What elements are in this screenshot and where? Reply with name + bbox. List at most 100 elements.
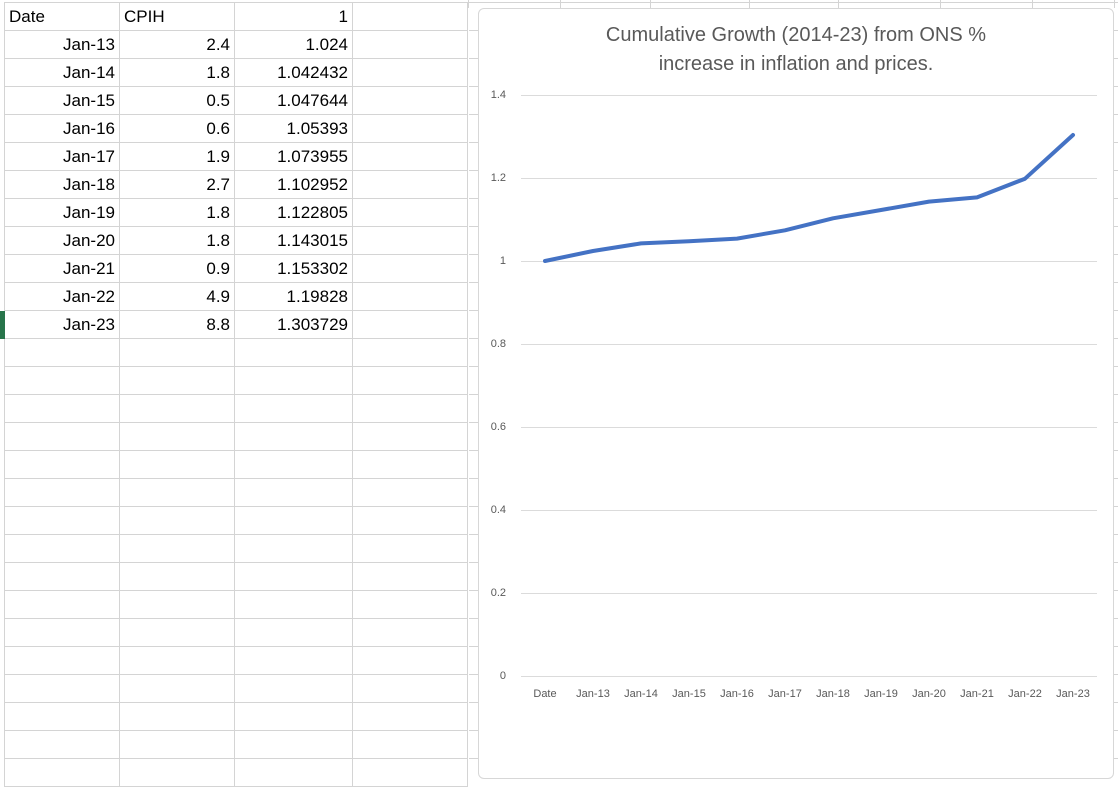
cell[interactable]: Jan-22 bbox=[5, 283, 120, 311]
cell[interactable] bbox=[353, 227, 468, 255]
cell[interactable]: 1.8 bbox=[120, 199, 235, 227]
line-series[interactable] bbox=[479, 9, 1113, 778]
cell[interactable] bbox=[353, 731, 468, 759]
cell[interactable]: CPIH bbox=[120, 3, 235, 31]
cell[interactable] bbox=[5, 675, 120, 703]
cell[interactable]: 1.122805 bbox=[235, 199, 353, 227]
cell[interactable] bbox=[353, 507, 468, 535]
cell[interactable]: 2.4 bbox=[120, 31, 235, 59]
cell[interactable]: 1.9 bbox=[120, 143, 235, 171]
cell[interactable]: Jan-21 bbox=[5, 255, 120, 283]
cell[interactable] bbox=[235, 591, 353, 619]
cell[interactable] bbox=[235, 451, 353, 479]
cell[interactable] bbox=[353, 115, 468, 143]
cell[interactable] bbox=[120, 731, 235, 759]
cell[interactable] bbox=[120, 451, 235, 479]
cell[interactable]: 0.5 bbox=[120, 87, 235, 115]
cell[interactable] bbox=[235, 367, 353, 395]
cell[interactable] bbox=[353, 423, 468, 451]
cell[interactable] bbox=[5, 507, 120, 535]
cell[interactable] bbox=[120, 759, 235, 787]
cell[interactable]: Jan-19 bbox=[5, 199, 120, 227]
cell[interactable] bbox=[353, 367, 468, 395]
cell[interactable] bbox=[353, 451, 468, 479]
cell[interactable]: Jan-23 bbox=[5, 311, 120, 339]
cell[interactable] bbox=[353, 311, 468, 339]
cell[interactable] bbox=[5, 479, 120, 507]
cell[interactable] bbox=[5, 367, 120, 395]
cell[interactable] bbox=[353, 87, 468, 115]
cell[interactable] bbox=[5, 535, 120, 563]
cell[interactable] bbox=[353, 143, 468, 171]
cell[interactable]: Jan-18 bbox=[5, 171, 120, 199]
cell[interactable] bbox=[353, 3, 468, 31]
cell[interactable] bbox=[353, 591, 468, 619]
cell[interactable]: Jan-13 bbox=[5, 31, 120, 59]
cell[interactable] bbox=[235, 339, 353, 367]
cell[interactable]: 1.073955 bbox=[235, 143, 353, 171]
cell[interactable] bbox=[120, 507, 235, 535]
cell[interactable]: 1.8 bbox=[120, 227, 235, 255]
cell[interactable]: Jan-15 bbox=[5, 87, 120, 115]
cell[interactable] bbox=[353, 283, 468, 311]
cell[interactable]: 1.047644 bbox=[235, 87, 353, 115]
cell[interactable] bbox=[5, 731, 120, 759]
cell[interactable] bbox=[353, 675, 468, 703]
cell[interactable] bbox=[353, 31, 468, 59]
cell[interactable]: Jan-14 bbox=[5, 59, 120, 87]
series-line[interactable] bbox=[543, 133, 1075, 263]
cell[interactable] bbox=[120, 647, 235, 675]
cell[interactable]: 1.8 bbox=[120, 59, 235, 87]
cell[interactable] bbox=[120, 395, 235, 423]
cell[interactable] bbox=[353, 759, 468, 787]
cell[interactable] bbox=[5, 647, 120, 675]
cell[interactable] bbox=[353, 535, 468, 563]
cell[interactable]: 1.303729 bbox=[235, 311, 353, 339]
cell[interactable] bbox=[120, 535, 235, 563]
cell[interactable] bbox=[235, 395, 353, 423]
cell[interactable] bbox=[5, 703, 120, 731]
cell[interactable] bbox=[235, 619, 353, 647]
cell[interactable] bbox=[120, 675, 235, 703]
chart[interactable]: Cumulative Growth (2014-23) from ONS % i… bbox=[478, 8, 1114, 779]
cell[interactable] bbox=[235, 423, 353, 451]
cell[interactable] bbox=[5, 759, 120, 787]
cell[interactable] bbox=[353, 395, 468, 423]
cell[interactable] bbox=[235, 507, 353, 535]
cell[interactable] bbox=[5, 563, 120, 591]
cell[interactable] bbox=[353, 339, 468, 367]
cell[interactable]: 1.05393 bbox=[235, 115, 353, 143]
cell[interactable]: 0.9 bbox=[120, 255, 235, 283]
cell[interactable] bbox=[353, 563, 468, 591]
cell[interactable] bbox=[5, 339, 120, 367]
cell[interactable] bbox=[120, 703, 235, 731]
cell[interactable] bbox=[120, 479, 235, 507]
cell[interactable] bbox=[235, 647, 353, 675]
cell[interactable] bbox=[235, 563, 353, 591]
cell[interactable] bbox=[353, 619, 468, 647]
cell[interactable] bbox=[235, 759, 353, 787]
cell[interactable] bbox=[235, 731, 353, 759]
cell[interactable]: Jan-20 bbox=[5, 227, 120, 255]
cell[interactable]: 1 bbox=[235, 3, 353, 31]
cell[interactable] bbox=[120, 619, 235, 647]
cell[interactable]: 1.19828 bbox=[235, 283, 353, 311]
cell[interactable] bbox=[120, 423, 235, 451]
cell[interactable]: 1.024 bbox=[235, 31, 353, 59]
cell[interactable] bbox=[235, 535, 353, 563]
cell[interactable] bbox=[120, 563, 235, 591]
cell[interactable]: Jan-17 bbox=[5, 143, 120, 171]
cell[interactable]: 1.042432 bbox=[235, 59, 353, 87]
cell[interactable] bbox=[5, 423, 120, 451]
cell[interactable]: Jan-16 bbox=[5, 115, 120, 143]
cell[interactable] bbox=[353, 255, 468, 283]
cell[interactable]: 8.8 bbox=[120, 311, 235, 339]
cell[interactable]: 2.7 bbox=[120, 171, 235, 199]
cell[interactable] bbox=[353, 703, 468, 731]
cell[interactable] bbox=[5, 591, 120, 619]
cell[interactable] bbox=[235, 479, 353, 507]
cell[interactable] bbox=[120, 367, 235, 395]
cell[interactable]: 0.6 bbox=[120, 115, 235, 143]
cell[interactable] bbox=[5, 619, 120, 647]
cell[interactable]: 1.102952 bbox=[235, 171, 353, 199]
